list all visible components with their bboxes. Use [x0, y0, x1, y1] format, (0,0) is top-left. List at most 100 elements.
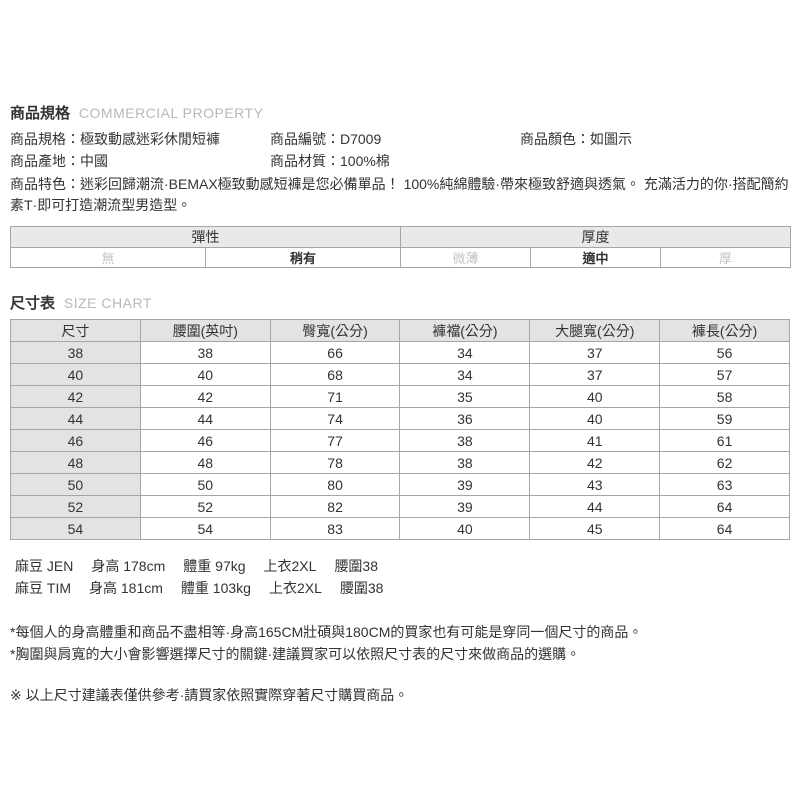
- model-waist: 腰圍38: [339, 580, 384, 596]
- size-chart-header-cell: 褲長(公分): [659, 319, 790, 342]
- feature-label: 商品特色: [10, 176, 66, 192]
- size-chart-table: 尺寸 腰圍(英吋) 臀寬(公分) 褲襠(公分) 大腿寬(公分) 褲長(公分) 38 38 66…: [10, 319, 790, 540]
- size-title-en: SIZE CHART: [63, 295, 152, 311]
- size-disclaimer: ※ 以上尺寸建議表僅供參考·請買家依照實際穿著尺寸購買商品。: [10, 687, 409, 703]
- measurement-cell: 39: [399, 473, 531, 496]
- elasticity-option-none: 無: [10, 247, 206, 268]
- measurement-cell: 45: [529, 517, 661, 540]
- measurement-cell: 57: [659, 363, 790, 386]
- model-name: 麻豆 TIM: [15, 580, 71, 596]
- measurement-cell: 38: [399, 451, 531, 474]
- field-value: 如圖示: [590, 131, 632, 147]
- measurement-cell: 40: [529, 385, 661, 408]
- model-height: 身高 178cm: [91, 558, 166, 574]
- field-colon: ：: [576, 131, 590, 147]
- product-spec-page: 商品規格 COMMERCIAL PROPERTY 商品規格：極致動感迷彩休閒短褲…: [10, 103, 792, 703]
- measurement-cell: 80: [269, 473, 401, 496]
- elasticity-option-slight: 稍有: [205, 247, 401, 268]
- measurement-cell: 39: [399, 495, 531, 518]
- model-name: 麻豆 JEN: [15, 558, 74, 574]
- measurement-cell: 35: [399, 385, 531, 408]
- measurement-cell: 48: [139, 451, 271, 474]
- measurement-cell: 58: [659, 385, 790, 408]
- size-chart-row: 48 48 78 38 42 62: [10, 451, 790, 474]
- measurement-cell: 40: [529, 407, 661, 430]
- model-height: 身高 181cm: [89, 580, 163, 596]
- size-chart-row: 46 46 77 38 41 61: [10, 429, 790, 452]
- measurement-cell: 78: [269, 451, 401, 474]
- field-spec: 商品規格：極致動感迷彩休閒短褲: [10, 129, 270, 149]
- field-origin: 商品產地：中國: [10, 151, 270, 171]
- measurement-cell: 40: [139, 363, 271, 386]
- size-label-cell: 52: [10, 495, 141, 518]
- thickness-option-thin: 微薄: [400, 247, 531, 268]
- size-chart-header-cell: 尺寸: [10, 319, 141, 342]
- field-value: 極致動感迷彩休閒短褲: [80, 131, 220, 147]
- size-chart-header-cell: 腰圍(英吋): [139, 319, 271, 342]
- size-chart-row: 50 50 80 39 43 63: [10, 473, 790, 496]
- measurement-cell: 52: [139, 495, 271, 518]
- model-info: 麻豆 JEN 身高 178cm 體重 97kg 上衣2XL 腰圍38 麻豆 TI…: [15, 555, 790, 599]
- section-title-en: COMMERCIAL PROPERTY: [78, 105, 264, 121]
- field-colon: ：: [326, 131, 340, 147]
- field-colon: ：: [66, 153, 80, 169]
- field-colon: ：: [326, 153, 340, 169]
- size-chart-header-cell: 臀寬(公分): [269, 319, 401, 342]
- size-chart-row: 42 42 71 35 40 58: [10, 385, 790, 408]
- measurement-cell: 64: [659, 495, 790, 518]
- size-notes: *每個人的身高體重和商品不盡相等·身高165CM壯碩與180CM的買家也有可能是…: [10, 621, 790, 665]
- field-value: 100%棉: [340, 153, 390, 169]
- field-value: 中國: [80, 153, 108, 169]
- size-label-cell: 42: [10, 385, 141, 408]
- size-label-cell: 48: [10, 451, 141, 474]
- field-label: 商品規格: [10, 131, 66, 147]
- thickness-header: 厚度: [399, 226, 792, 248]
- feature-text: 迷彩回歸潮流·BEMAX極致動感短褲是您必備單品！ 100%純綿體驗·帶來極致舒…: [10, 176, 789, 213]
- measurement-cell: 37: [529, 341, 661, 364]
- measurement-cell: 77: [269, 429, 401, 452]
- field-code: 商品編號：D7009: [270, 129, 520, 149]
- field-value: D7009: [340, 131, 382, 147]
- elasticity-header: 彈性: [10, 226, 401, 248]
- size-chart-title: 尺寸表 SIZE CHART: [10, 293, 790, 313]
- size-label-cell: 38: [10, 341, 141, 364]
- field-material: 商品材質：100%棉: [270, 151, 520, 171]
- measurement-cell: 56: [659, 341, 790, 364]
- size-chart-header-row: 尺寸 腰圍(英吋) 臀寬(公分) 褲襠(公分) 大腿寬(公分) 褲長(公分): [10, 319, 790, 342]
- measurement-cell: 38: [399, 429, 531, 452]
- size-chart-header-cell: 大腿寬(公分): [529, 319, 661, 342]
- measurement-cell: 83: [269, 517, 401, 540]
- measurement-cell: 37: [529, 363, 661, 386]
- section-title-zh: 商品規格: [10, 105, 71, 122]
- model-weight: 體重 97kg: [183, 558, 246, 574]
- attribute-header-row: 彈性 厚度: [10, 226, 792, 248]
- size-label-cell: 54: [10, 517, 141, 540]
- field-label: 商品顏色: [520, 131, 576, 147]
- measurement-cell: 50: [139, 473, 271, 496]
- thickness-option-medium: 適中: [530, 247, 661, 268]
- measurement-cell: 59: [659, 407, 790, 430]
- measurement-cell: 40: [399, 517, 531, 540]
- field-label: 商品材質: [270, 153, 326, 169]
- model-top: 上衣2XL: [268, 580, 322, 596]
- measurement-cell: 34: [399, 341, 531, 364]
- model-row: 麻豆 TIM 身高 181cm 體重 103kg 上衣2XL 腰圍38: [15, 577, 790, 599]
- measurement-cell: 41: [529, 429, 661, 452]
- product-info: 商品規格：極致動感迷彩休閒短褲 商品編號：D7009 商品顏色：如圖示 商品產地…: [10, 128, 790, 172]
- size-chart-row: 44 44 74 36 40 59: [10, 407, 790, 430]
- product-section-title: 商品規格 COMMERCIAL PROPERTY: [10, 103, 790, 123]
- measurement-cell: 46: [139, 429, 271, 452]
- measurement-cell: 43: [529, 473, 661, 496]
- measurement-cell: 42: [529, 451, 661, 474]
- size-title-zh: 尺寸表: [10, 295, 56, 312]
- attribute-table: 彈性 厚度 無 稍有 微薄 適中 厚: [10, 226, 792, 268]
- note-line: *胸圍與肩寬的大小會影響選擇尺寸的關鍵·建議買家可以依照尺寸表的尺寸來做商品的選…: [10, 646, 581, 662]
- measurement-cell: 74: [269, 407, 401, 430]
- feature-paragraph: 商品特色：迷彩回歸潮流·BEMAX極致動感短褲是您必備單品！ 100%純綿體驗·…: [10, 174, 792, 216]
- product-info-row: 商品規格：極致動感迷彩休閒短褲 商品編號：D7009 商品顏色：如圖示: [10, 128, 790, 150]
- measurement-cell: 54: [139, 517, 271, 540]
- measurement-cell: 82: [269, 495, 401, 518]
- field-label: 商品編號: [270, 131, 326, 147]
- model-waist: 腰圍38: [334, 558, 379, 574]
- size-label-cell: 44: [10, 407, 141, 430]
